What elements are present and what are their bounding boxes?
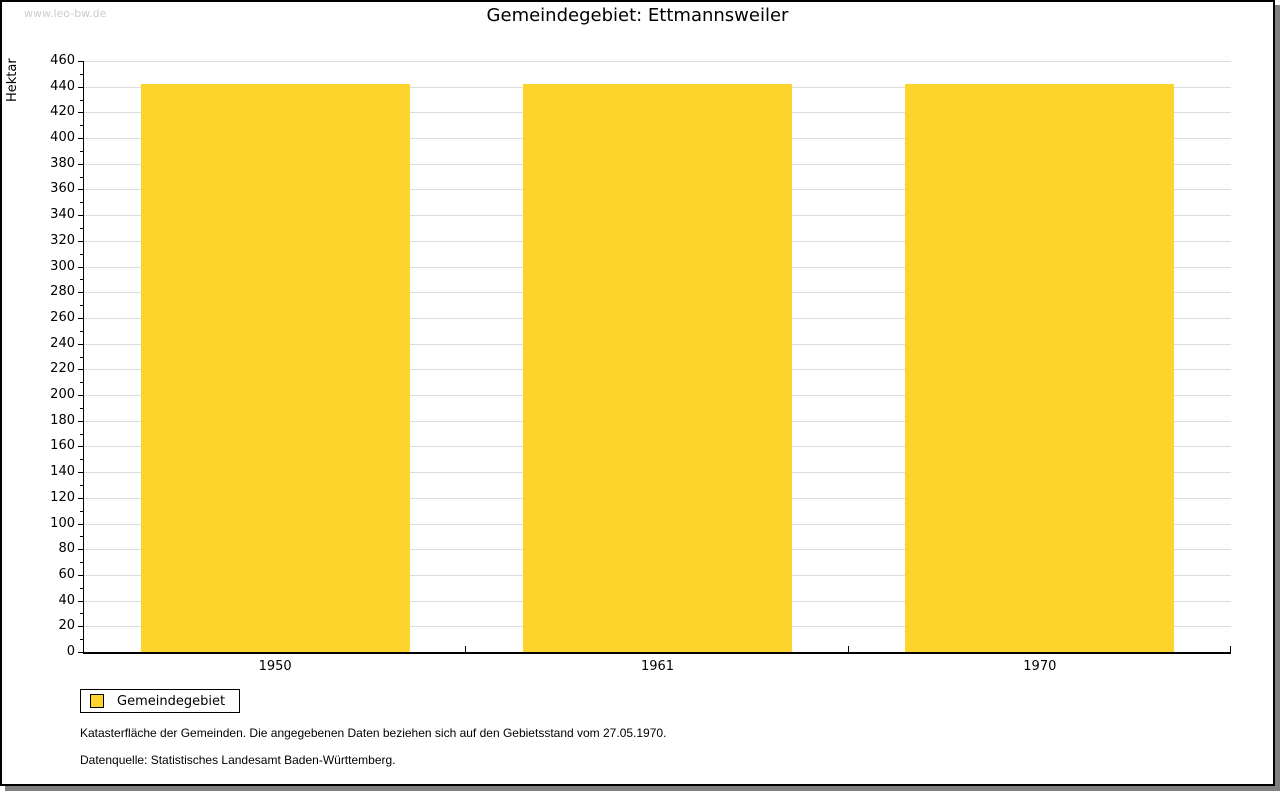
gridline	[84, 61, 1231, 62]
y-major-tick	[78, 266, 83, 268]
y-major-tick	[78, 600, 83, 602]
y-tick-label: 60	[58, 566, 75, 582]
y-tick-label: 140	[50, 464, 75, 480]
y-minor-tick	[80, 150, 83, 152]
y-minor-tick	[80, 228, 83, 230]
plot-area: 0 20 40 60 80 100 120 140 160 180 200 220 240 260 280 3…	[50, 54, 1231, 674]
y-major-tick	[78, 292, 83, 294]
y-tick-label: 420	[50, 104, 75, 120]
y-minor-tick	[80, 536, 83, 538]
y-tick-label: 80	[58, 541, 75, 557]
y-axis-title: Hektar	[5, 58, 20, 102]
y-tick-label: 260	[50, 309, 75, 325]
y-major-tick	[78, 497, 83, 499]
legend-box: Gemeindegebiet	[80, 689, 241, 713]
y-tick-label: 120	[50, 489, 75, 505]
y-major-tick	[78, 86, 83, 88]
y-major-tick	[78, 523, 83, 525]
y-minor-tick	[80, 125, 83, 127]
watermark: www.leo-bw.de	[24, 7, 107, 20]
y-minor-tick	[80, 356, 83, 358]
y-tick-label: 280	[50, 284, 75, 300]
bar-1970	[905, 84, 1175, 652]
chart-title: Gemeindegebiet: Ettmannsweiler	[486, 5, 789, 26]
y-tick-label: 200	[50, 387, 75, 403]
legend-swatch-icon	[90, 694, 104, 708]
y-tick-label: 320	[50, 232, 75, 248]
y-major-tick	[78, 61, 83, 62]
y-major-tick	[78, 626, 83, 628]
y-minor-tick	[80, 73, 83, 75]
y-tick-label: 220	[50, 361, 75, 377]
y-major-tick	[78, 472, 83, 474]
bar-1950	[140, 84, 410, 652]
y-minor-tick	[80, 99, 83, 101]
y-major-tick	[78, 343, 83, 345]
y-tick-label: 440	[50, 78, 75, 94]
y-major-tick	[78, 240, 83, 242]
y-tick-label: 380	[50, 155, 75, 171]
y-minor-tick	[80, 613, 83, 615]
y-minor-tick	[80, 279, 83, 281]
y-major-tick	[78, 549, 83, 551]
y-tick-label: 20	[58, 618, 75, 634]
x-tick-label: 1961	[640, 659, 675, 674]
y-minor-tick	[80, 202, 83, 204]
x-boundary-tick	[465, 646, 467, 652]
y-tick-label: 0	[66, 644, 75, 659]
x-boundary-tick	[1230, 646, 1231, 652]
y-tick-label: 180	[50, 412, 75, 428]
x-boundary-tick	[847, 646, 849, 652]
y-major-tick	[78, 189, 83, 191]
y-minor-tick	[80, 433, 83, 435]
bar-1961	[523, 84, 792, 652]
y-minor-tick	[80, 587, 83, 589]
y-major-tick	[78, 163, 83, 165]
y-major-tick	[78, 446, 83, 448]
y-major-tick	[78, 138, 83, 140]
y-major-tick	[78, 395, 83, 397]
y-major-tick	[78, 652, 83, 653]
y-tick-label: 300	[50, 258, 75, 274]
y-minor-tick	[80, 305, 83, 307]
y-minor-tick	[80, 330, 83, 332]
y-major-tick	[78, 420, 83, 422]
y-minor-tick	[80, 484, 83, 486]
y-tick-label: 240	[50, 335, 75, 351]
y-tick-label: 100	[50, 515, 75, 531]
y-minor-tick	[80, 639, 83, 641]
y-minor-tick	[80, 407, 83, 409]
y-major-tick	[78, 369, 83, 371]
y-major-tick	[78, 317, 83, 319]
y-minor-tick	[80, 253, 83, 255]
source-note-line1: Katasterfläche der Gemeinden. Die angege…	[80, 726, 667, 740]
y-minor-tick	[80, 510, 83, 512]
y-major-tick	[78, 112, 83, 114]
y-minor-tick	[80, 382, 83, 384]
y-tick-label: 340	[50, 207, 75, 223]
y-tick-label: 460	[50, 53, 75, 68]
x-tick-label: 1950	[258, 659, 292, 674]
y-minor-tick	[80, 562, 83, 564]
source-note-line2: Datenquelle: Statistisches Landesamt Bad…	[80, 753, 396, 767]
y-tick-label: 40	[58, 592, 75, 608]
y-minor-tick	[80, 459, 83, 461]
y-tick-label: 160	[50, 438, 75, 454]
y-tick-label: 360	[50, 181, 75, 197]
legend-label: Gemeindegebiet	[117, 693, 226, 709]
y-major-tick	[78, 574, 83, 576]
x-tick-label: 1970	[1023, 659, 1057, 674]
y-major-tick	[78, 215, 83, 217]
y-minor-tick	[80, 176, 83, 178]
y-tick-label: 400	[50, 130, 75, 146]
